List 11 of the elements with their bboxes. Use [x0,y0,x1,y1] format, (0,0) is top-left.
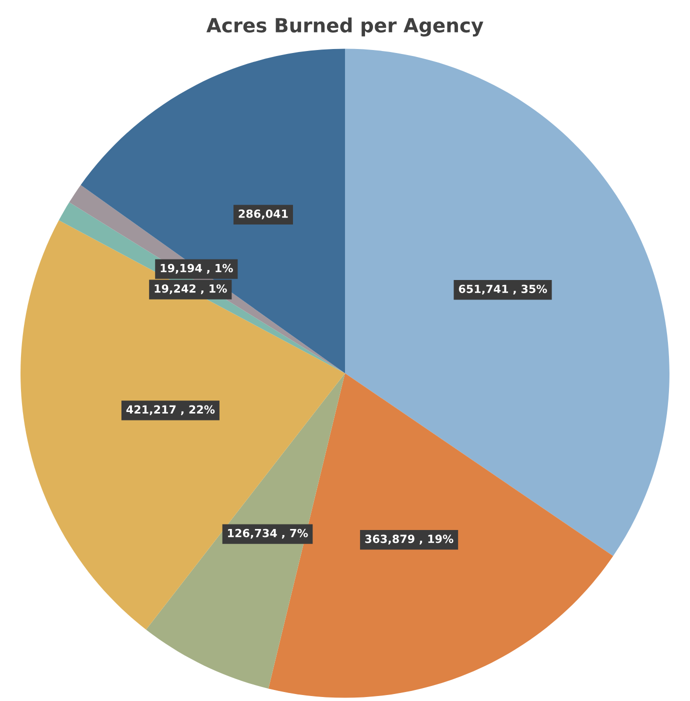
data-label: 421,217 , 22% [126,405,215,416]
data-label: 651,741 , 35% [458,284,547,295]
data-label: 126,734 , 7% [228,528,308,539]
data-label: 286,041 [238,209,288,220]
pie-slice [80,48,345,374]
data-label: 19,242 , 1% [154,284,227,294]
chart-title: Acres Burned per Agency [206,18,484,36]
data-label: 363,879 , 19% [365,534,454,544]
pie-slice [20,220,345,630]
pie-slice [345,48,670,556]
data-label: 19,194 , 1% [160,264,233,274]
